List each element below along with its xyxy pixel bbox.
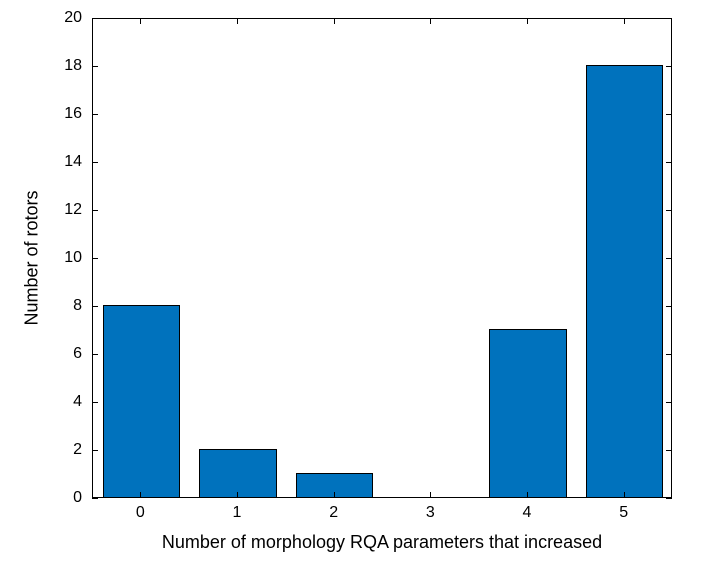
bar	[103, 305, 180, 497]
y-tick-label: 20	[0, 9, 82, 27]
x-tick	[624, 18, 625, 24]
x-tick	[430, 18, 431, 24]
x-tick	[527, 18, 528, 24]
y-tick	[666, 210, 672, 211]
y-tick-label: 16	[0, 105, 82, 123]
y-tick	[92, 402, 98, 403]
y-tick	[666, 450, 672, 451]
y-tick	[92, 210, 98, 211]
x-tick-label: 3	[426, 504, 435, 522]
x-tick	[237, 18, 238, 24]
y-tick	[92, 18, 98, 19]
bar	[586, 65, 663, 497]
x-tick	[527, 492, 528, 498]
x-tick-label: 2	[329, 504, 338, 522]
bar	[489, 329, 566, 497]
x-tick	[334, 492, 335, 498]
bar	[199, 449, 276, 497]
x-tick	[624, 492, 625, 498]
y-tick	[92, 258, 98, 259]
y-tick	[666, 162, 672, 163]
chart-container: 02468101214161820012345Number of rotorsN…	[0, 0, 709, 584]
y-tick	[92, 450, 98, 451]
y-tick	[92, 162, 98, 163]
y-tick	[92, 114, 98, 115]
x-tick	[237, 492, 238, 498]
y-tick	[92, 306, 98, 307]
y-tick	[666, 258, 672, 259]
y-tick	[666, 354, 672, 355]
y-tick	[666, 402, 672, 403]
x-tick-label: 1	[233, 504, 242, 522]
y-tick	[666, 66, 672, 67]
y-tick-label: 0	[0, 489, 82, 507]
y-tick-label: 2	[0, 441, 82, 459]
plot-area	[92, 18, 672, 498]
x-tick-label: 5	[619, 504, 628, 522]
x-axis-label: Number of morphology RQA parameters that…	[162, 532, 602, 553]
y-tick	[92, 498, 98, 499]
x-tick-label: 0	[136, 504, 145, 522]
y-tick-label: 6	[0, 345, 82, 363]
x-tick	[140, 492, 141, 498]
y-tick	[92, 354, 98, 355]
y-axis-label: Number of rotors	[22, 190, 43, 325]
x-tick-label: 4	[523, 504, 532, 522]
x-tick	[140, 18, 141, 24]
x-tick	[334, 18, 335, 24]
y-tick-label: 14	[0, 153, 82, 171]
y-tick	[666, 498, 672, 499]
y-tick	[92, 66, 98, 67]
y-tick-label: 18	[0, 57, 82, 75]
y-tick	[666, 18, 672, 19]
y-tick	[666, 306, 672, 307]
y-tick-label: 4	[0, 393, 82, 411]
y-tick	[666, 114, 672, 115]
x-tick	[430, 492, 431, 498]
bar	[296, 473, 373, 497]
